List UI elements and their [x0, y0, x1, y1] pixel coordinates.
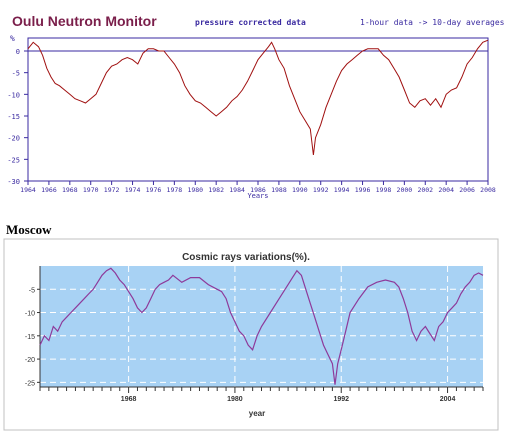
moscow-y-tick-label: -5: [29, 287, 35, 294]
moscow-title: Cosmic rays variations(%).: [182, 252, 310, 263]
oulu-x-tick-label: 1966: [41, 186, 57, 194]
oulu-series-line: [27, 39, 489, 156]
oulu-note: 1-hour data -> 10-day averages: [360, 18, 505, 27]
oulu-x-tick-label: 1976: [146, 186, 162, 194]
oulu-y-tick-label: -30: [7, 178, 20, 186]
moscow-series-line: [39, 267, 484, 385]
oulu-x-tick-label: 1974: [125, 186, 141, 194]
oulu-x-tick-label: 1990: [292, 186, 308, 194]
oulu-x-tick-label: 1988: [271, 186, 287, 194]
oulu-y-tick-label: -10: [7, 91, 20, 99]
oulu-y-tick-label: -5: [12, 70, 20, 78]
oulu-x-label: Years: [247, 192, 268, 200]
oulu-x-tick-label: 1978: [167, 186, 183, 194]
oulu-chart: Oulu Neutron Monitor pressure corrected …: [7, 13, 505, 200]
moscow-x-tick-label: 2004: [440, 396, 456, 403]
oulu-x-tick-label: 2006: [459, 186, 475, 194]
moscow-x-tick-label: 1992: [333, 396, 349, 403]
oulu-y-tick-label: -20: [7, 135, 20, 143]
oulu-x-axis: 1964 1966 1968 1970 1972 1974 1976 1978 1980 1982…: [20, 181, 496, 194]
oulu-x-tick-label: 1984: [229, 186, 245, 194]
oulu-title: Oulu Neutron Monitor: [12, 13, 157, 29]
oulu-x-tick-label: 2002: [417, 186, 433, 194]
oulu-y-tick-label: 0: [16, 48, 20, 56]
moscow-y-tick-label: -15: [25, 334, 35, 341]
oulu-x-tick-label: 2004: [438, 186, 454, 194]
oulu-x-tick-label: 1972: [104, 186, 120, 194]
oulu-x-tick-label: 1970: [83, 186, 99, 194]
oulu-y-tick-label: -15: [7, 113, 20, 121]
oulu-x-tick-label: 1994: [334, 186, 350, 194]
moscow-x-tick-label: 1980: [227, 396, 243, 403]
oulu-y-unit: %: [10, 34, 15, 43]
oulu-x-tick-label: 1964: [20, 186, 36, 194]
moscow-y-tick-label: -20: [25, 357, 35, 364]
moscow-y-tick-label: -10: [25, 311, 35, 318]
oulu-x-tick-label: 1998: [376, 186, 392, 194]
oulu-x-tick-label: 1980: [187, 186, 203, 194]
oulu-x-tick-label: 2000: [397, 186, 413, 194]
oulu-x-tick-label: 1982: [208, 186, 224, 194]
moscow-x-label: year: [249, 409, 265, 418]
oulu-x-tick-label: 1996: [355, 186, 371, 194]
moscow-x-tick-label: 1968: [121, 396, 137, 403]
moscow-grid: [40, 266, 483, 387]
moscow-label: Moscow: [6, 222, 52, 237]
moscow-chart: Cosmic rays variations(%). -5 -10 -15 -20 -2…: [3, 238, 499, 431]
moscow-y-tick-label: -25: [25, 380, 35, 387]
oulu-x-tick-label: 2008: [480, 186, 496, 194]
oulu-y-axis: 0 -5 -10 -15 -20 -25 -30: [7, 48, 28, 186]
oulu-x-tick-label: 1968: [62, 186, 78, 194]
oulu-subtitle: pressure corrected data: [195, 18, 306, 27]
moscow-y-axis: -5 -10 -15 -20 -25: [25, 266, 41, 387]
oulu-x-tick-label: 1986: [250, 186, 266, 194]
oulu-x-tick-label: 1992: [313, 186, 329, 194]
moscow-x-axis: 1968 1980 1992 2004: [39, 386, 484, 403]
oulu-y-tick-label: -25: [7, 156, 20, 164]
